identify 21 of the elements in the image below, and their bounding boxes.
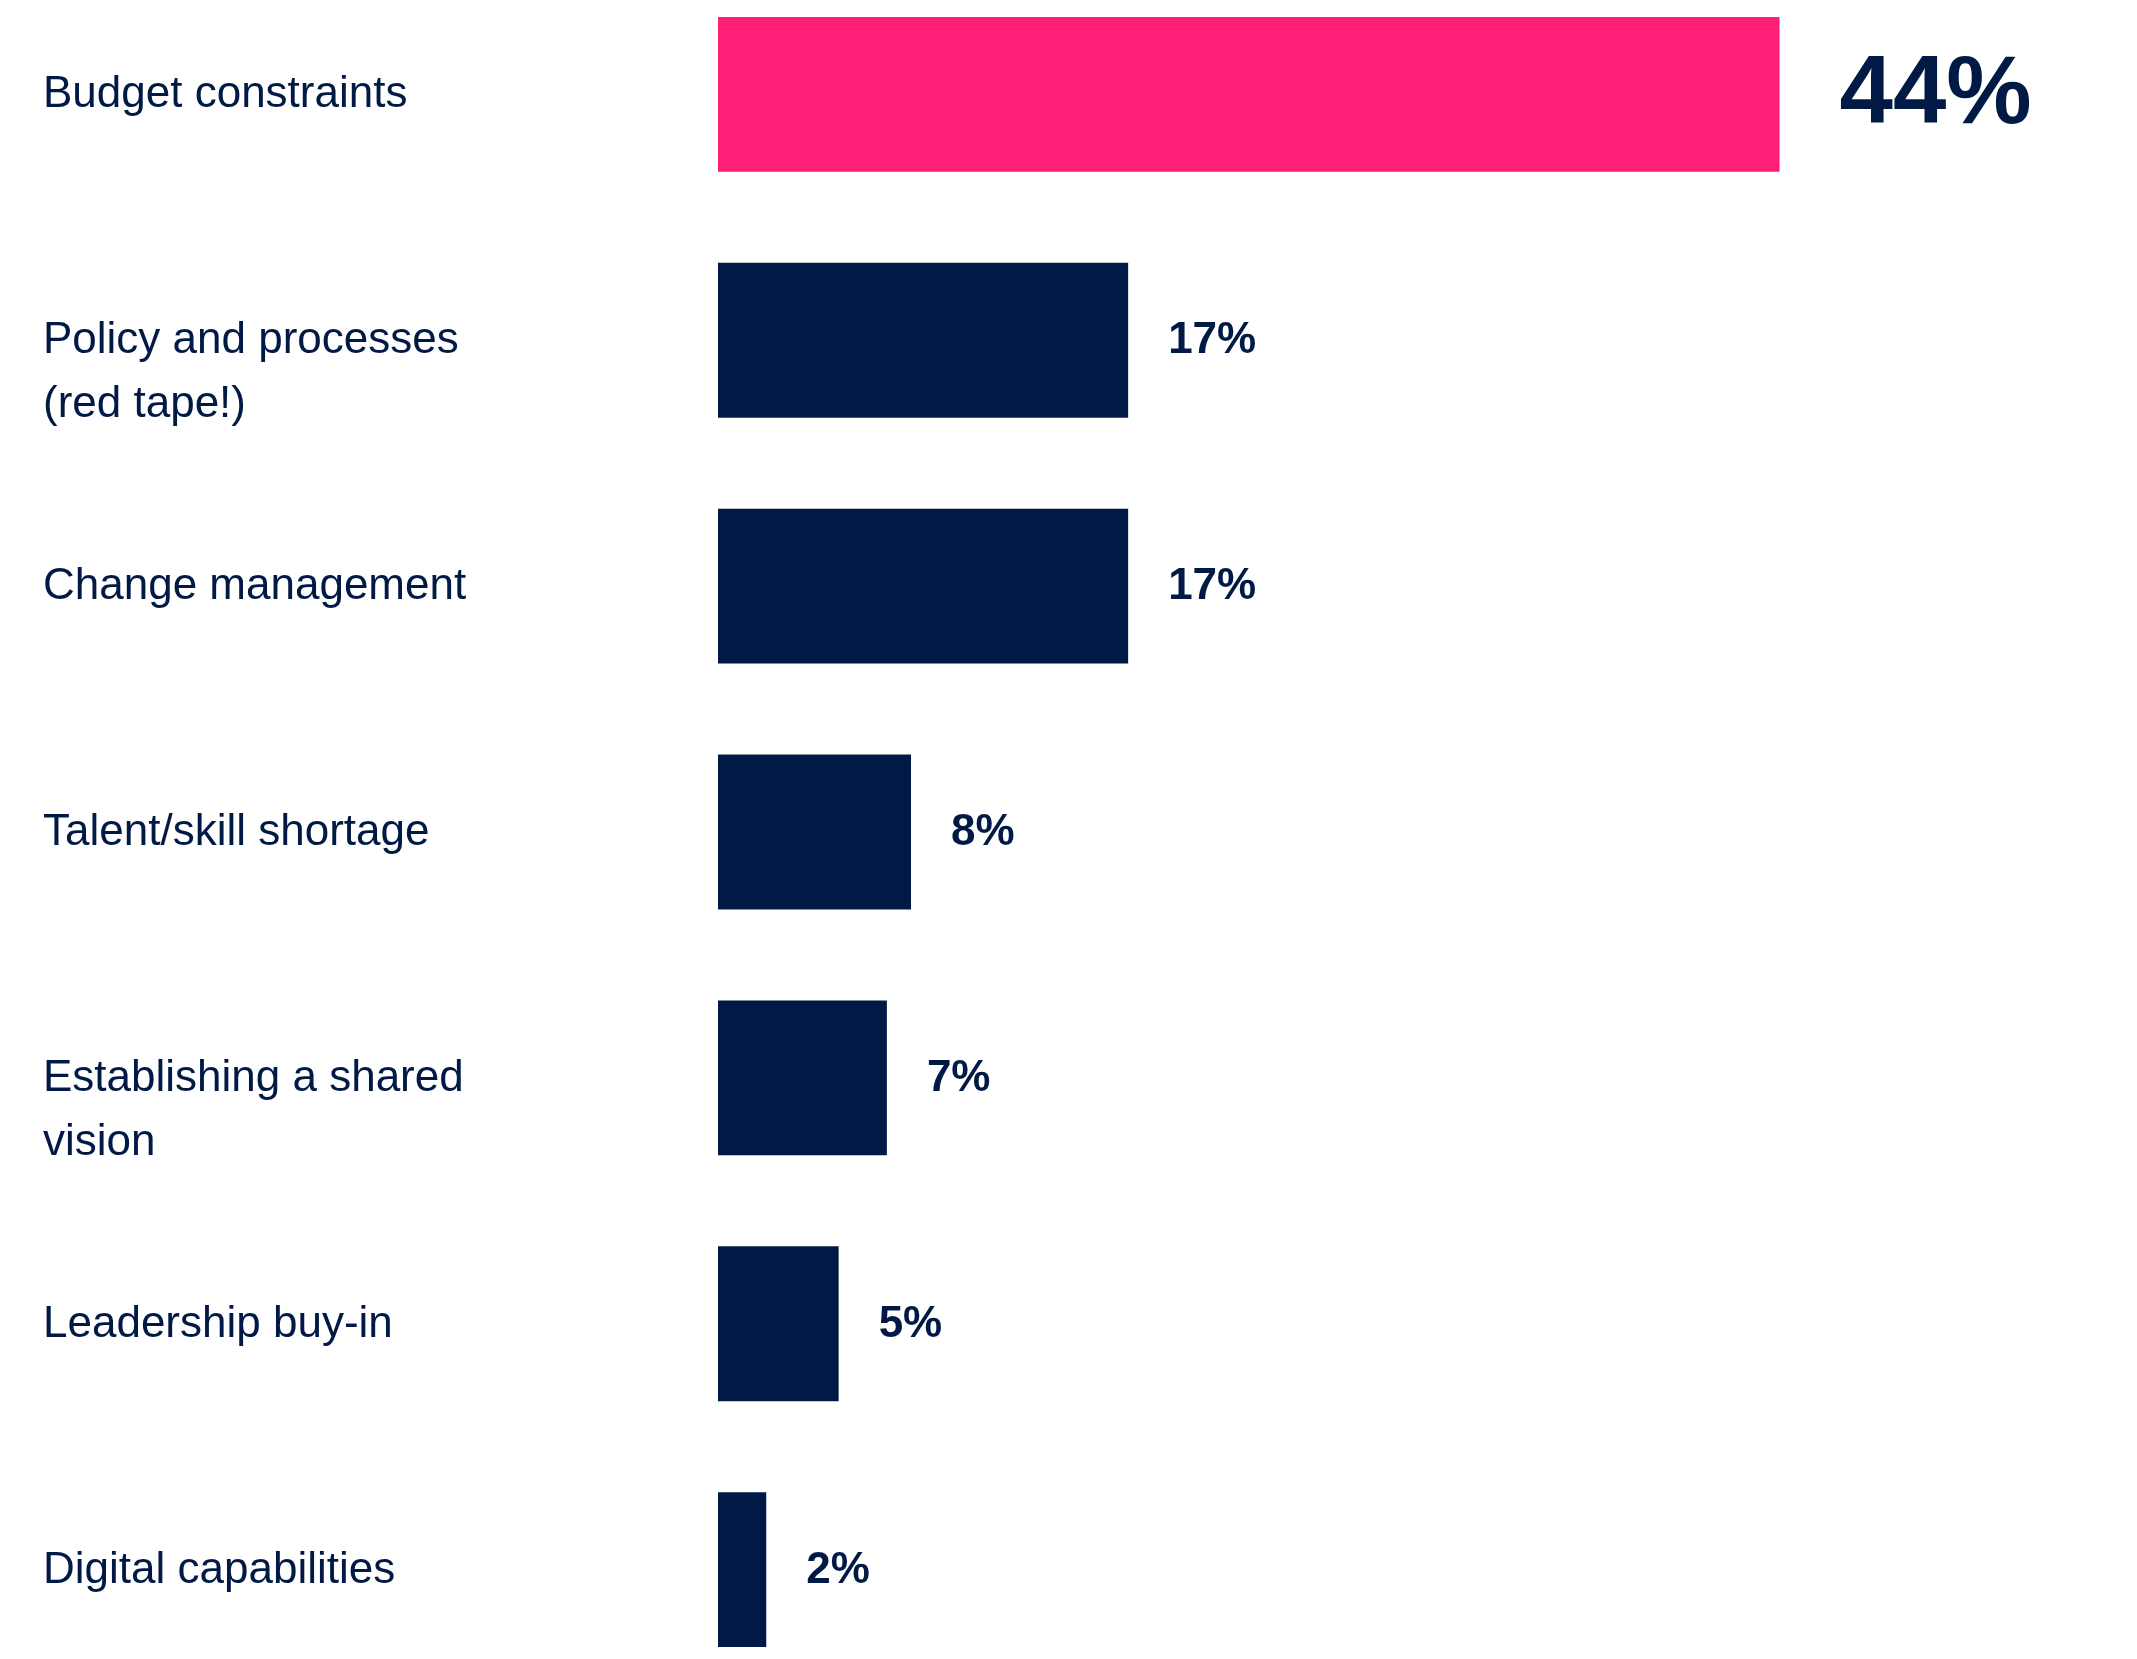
data-label: 44% bbox=[1839, 36, 2032, 144]
data-label: 2% bbox=[806, 1542, 870, 1592]
y-tick-label: Establishing a shared vision bbox=[43, 1050, 464, 1164]
bar bbox=[718, 508, 1129, 664]
bar bbox=[718, 262, 1129, 418]
data-label: 8% bbox=[951, 805, 1015, 854]
bar bbox=[718, 1000, 887, 1156]
data-label: 5% bbox=[878, 1296, 943, 1346]
y-tick-label: Leadership buy-in bbox=[43, 1296, 393, 1346]
bar bbox=[718, 1492, 767, 1648]
y-tick-label: Digital capabilities bbox=[43, 1542, 396, 1592]
data-label: 17% bbox=[1168, 559, 1257, 609]
data-label: 7% bbox=[926, 1050, 991, 1100]
bar bbox=[718, 754, 912, 910]
y-tick-label: Policy and processes (red tape!) bbox=[43, 313, 459, 427]
y-tick-label: Talent/skill shortage bbox=[43, 805, 430, 854]
y-tick-label: Change management bbox=[43, 559, 467, 609]
bar bbox=[718, 1246, 839, 1402]
bar bbox=[718, 16, 1780, 172]
y-tick-label: Budget constraints bbox=[43, 67, 408, 117]
data-label: 17% bbox=[1168, 313, 1257, 363]
